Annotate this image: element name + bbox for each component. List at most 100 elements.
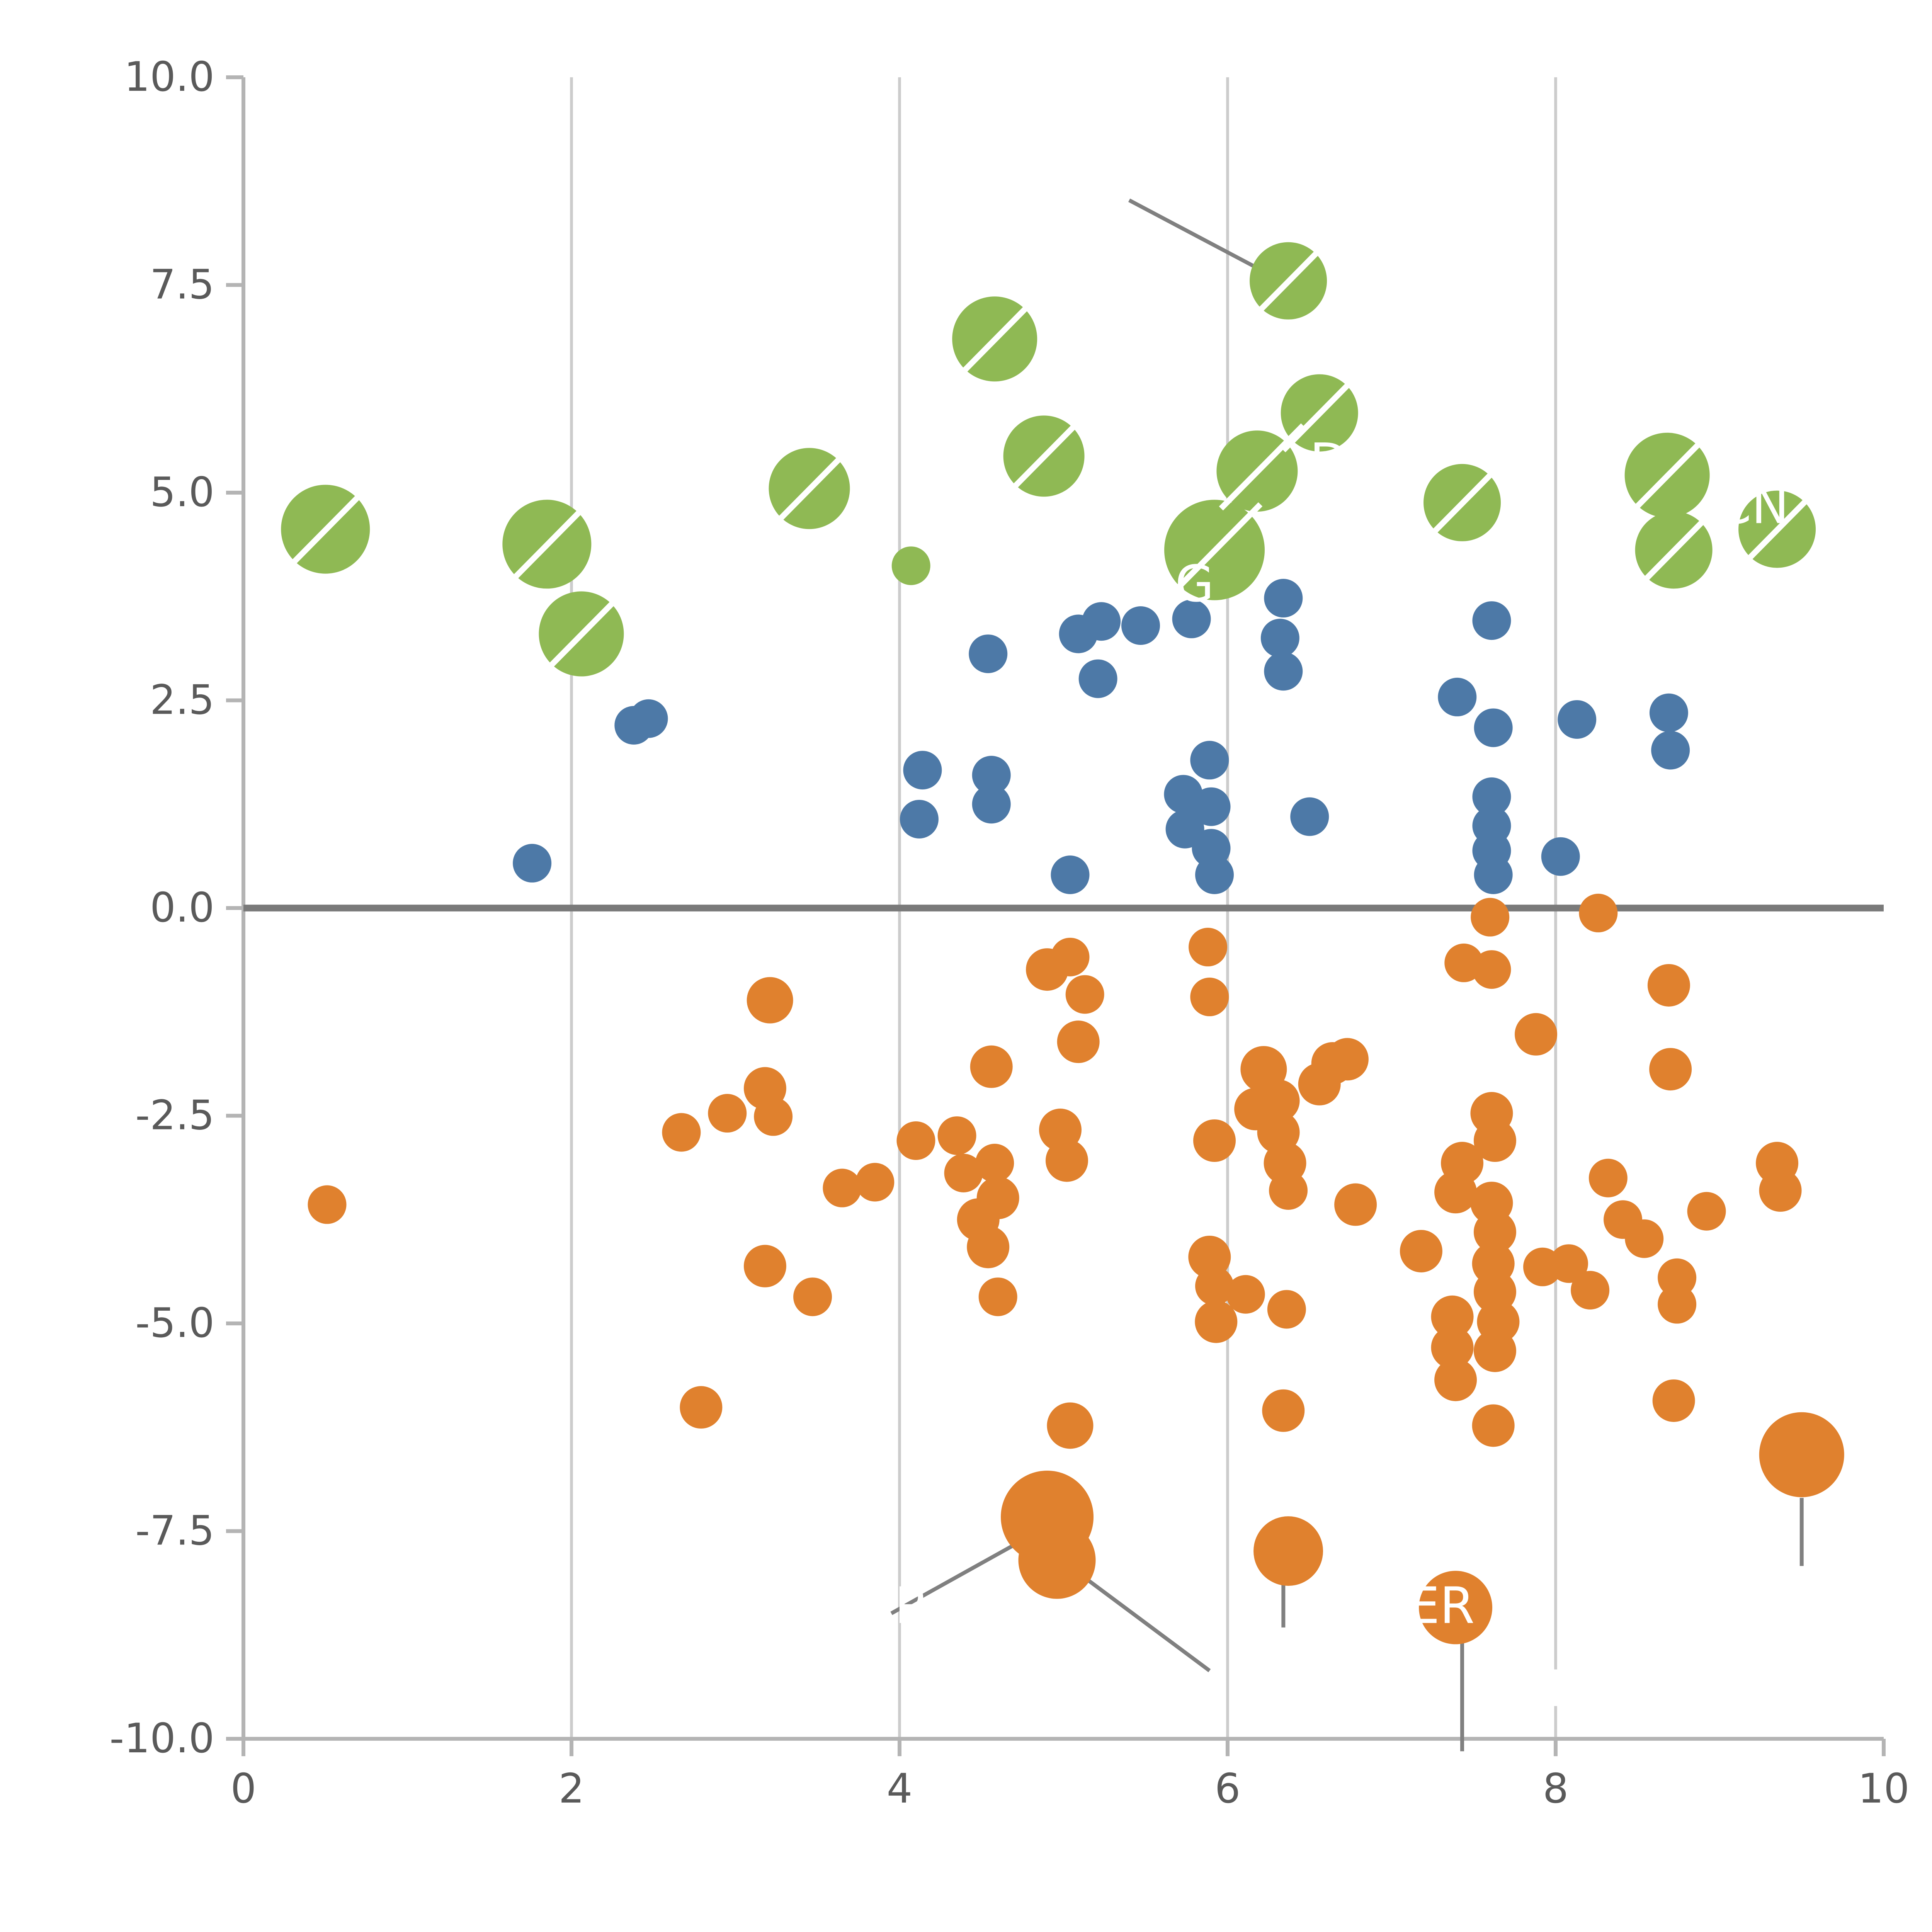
- blue-group-point: [1172, 599, 1211, 638]
- white-leader-line: [1176, 502, 1263, 590]
- annotation-label: D: [1310, 432, 1348, 491]
- orange-group-point: [662, 1113, 701, 1152]
- y-tick-label: -5.0: [135, 1299, 214, 1347]
- orange-group-point: [1253, 1516, 1323, 1586]
- orange-group-point: [1625, 1219, 1664, 1258]
- white-leader-line: [509, 496, 595, 584]
- blue-group-point: [1190, 741, 1229, 780]
- blue-group-point: [969, 634, 1008, 673]
- orange-group-point: [975, 1144, 1014, 1183]
- orange-group-point: [944, 1153, 983, 1192]
- white-leader-line: [1219, 423, 1305, 511]
- orange-group-point: [1759, 1169, 1802, 1212]
- orange-group-point: [1652, 1379, 1695, 1422]
- orange-group-point: [1515, 1013, 1558, 1056]
- orange-group-point: [1189, 928, 1228, 967]
- y-tick-label: -7.5: [135, 1507, 214, 1554]
- orange-group-point: [1193, 1119, 1236, 1162]
- orange-group-point: [743, 1245, 786, 1287]
- orange-group-point: [1658, 1258, 1697, 1297]
- x-tick-label: 8: [1543, 1765, 1569, 1812]
- orange-group-point: [1195, 1300, 1238, 1343]
- orange-group-point: [937, 1116, 976, 1155]
- white-leader-line: [1629, 427, 1715, 515]
- orange-group-point: [1434, 1359, 1477, 1401]
- orange-group-point: [1018, 1521, 1096, 1599]
- blue-group-point: [1558, 700, 1597, 739]
- orange-group-point: [747, 977, 793, 1024]
- blue-group-point: [1472, 601, 1511, 640]
- blue-group-point: [1260, 619, 1299, 658]
- white-leader-line: [287, 481, 374, 569]
- y-tick-label: 2.5: [150, 677, 214, 724]
- y-tick-label: 5.0: [150, 469, 214, 516]
- orange-group-point: [1473, 1211, 1516, 1253]
- blue-group-point: [1649, 693, 1688, 732]
- orange-group-point: [1549, 1244, 1588, 1283]
- y-tick-label: 10.0: [124, 53, 214, 100]
- orange-group-point: [1047, 1402, 1094, 1449]
- white-leader-line: [1281, 365, 1367, 452]
- blue-group-point: [972, 756, 1011, 794]
- y-tick-label: -2.5: [135, 1092, 214, 1139]
- orange-group-point: [1267, 1290, 1306, 1329]
- orange-group-point: [1065, 975, 1104, 1014]
- white-leader-line: [1739, 481, 1825, 569]
- orange-group-point: [976, 1177, 1019, 1219]
- orange-group-point: [1431, 1326, 1474, 1369]
- annotation-label: I: [1548, 1659, 1562, 1718]
- orange-group-point: [1057, 1020, 1100, 1063]
- x-tick-label: 2: [559, 1765, 585, 1812]
- orange-group-point: [896, 1121, 935, 1160]
- orange-group-point: [1472, 950, 1511, 989]
- orange-group-point: [680, 1386, 723, 1429]
- orange-group-point: [978, 1277, 1017, 1316]
- blue-group-point: [1082, 602, 1121, 641]
- blue-group-point: [1121, 606, 1160, 645]
- blue-group-point: [1195, 855, 1234, 894]
- y-tick-label: -10.0: [109, 1715, 214, 1762]
- x-tick-label: 6: [1215, 1765, 1241, 1812]
- white-leader-line: [1635, 502, 1722, 590]
- blue-group-point: [1290, 797, 1329, 836]
- orange-group-point: [1571, 1271, 1610, 1310]
- blue-group-point: [1474, 855, 1513, 894]
- orange-group-point: [1326, 1038, 1369, 1081]
- orange-group-point: [793, 1277, 832, 1316]
- orange-group-point: [1434, 1171, 1477, 1214]
- blue-group-point: [1474, 708, 1513, 747]
- annotation-label: P: [895, 1576, 925, 1635]
- white-leader-line: [543, 586, 629, 673]
- blue-group-point: [1264, 579, 1303, 618]
- orange-group-point: [1195, 1267, 1234, 1306]
- white-leader-line: [1424, 455, 1510, 542]
- orange-group-point: [1649, 1048, 1692, 1091]
- orange-group-point: [1257, 1079, 1300, 1122]
- blue-group-point: [1541, 837, 1580, 876]
- orange-group-point: [1334, 1183, 1377, 1226]
- orange-group-point: [1687, 1192, 1726, 1231]
- leader-line: [1128, 198, 1278, 280]
- orange-group-point: [1579, 893, 1618, 932]
- orange-group-point: [1051, 937, 1090, 976]
- orange-group-point: [1472, 1404, 1515, 1447]
- orange-group-point: [967, 1226, 1010, 1269]
- orange-group-point: [970, 1045, 1013, 1088]
- orange-group-point: [1190, 978, 1229, 1017]
- blue-group-point: [1264, 652, 1303, 691]
- leader-line: [1066, 1563, 1211, 1672]
- green-group-point: [891, 546, 930, 585]
- orange-group-point: [1473, 1329, 1516, 1372]
- blue-group-point: [1472, 777, 1511, 816]
- orange-group-point: [1658, 1285, 1697, 1324]
- orange-group-point: [708, 1094, 747, 1133]
- orange-group-point: [308, 1185, 347, 1224]
- white-leader-line: [771, 440, 857, 528]
- blue-group-point: [972, 785, 1011, 824]
- white-leader-line: [1005, 408, 1092, 496]
- orange-group-point: [1400, 1230, 1442, 1272]
- orange-group-point: [754, 1097, 793, 1136]
- orange-group-point: [1471, 898, 1510, 937]
- y-tick-label: 0.0: [150, 884, 214, 931]
